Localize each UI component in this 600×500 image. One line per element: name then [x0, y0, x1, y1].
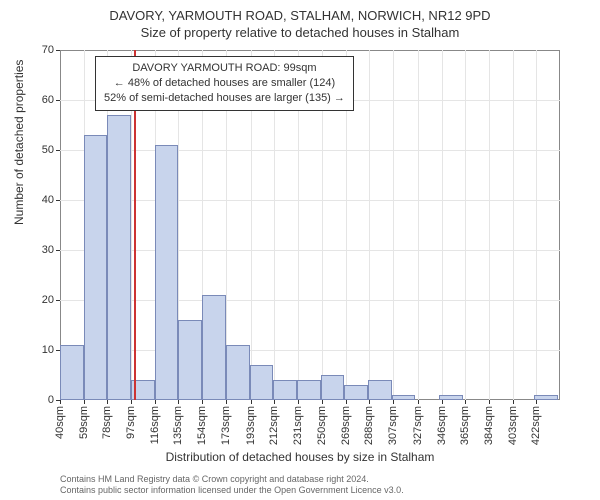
histogram-bar	[534, 395, 558, 400]
ytick-mark	[56, 250, 60, 251]
histogram-bar	[321, 375, 345, 400]
histogram-bar	[226, 345, 250, 400]
xtick-label: 250sqm	[316, 406, 328, 445]
xtick-mark	[226, 400, 227, 404]
xtick-label: 422sqm	[530, 406, 542, 445]
xtick-label: 116sqm	[149, 406, 161, 444]
xtick-mark	[393, 400, 394, 404]
chart-subtitle: Size of property relative to detached ho…	[0, 23, 600, 40]
histogram-bar	[297, 380, 321, 400]
ytick-label: 30	[42, 244, 54, 256]
xtick-mark	[369, 400, 370, 404]
ytick-mark	[56, 200, 60, 201]
ytick-mark	[56, 100, 60, 101]
gridline-v	[465, 50, 466, 400]
ytick-mark	[56, 150, 60, 151]
annotation-line: DAVORY YARMOUTH ROAD: 99sqm	[104, 61, 345, 76]
ytick-label: 50	[42, 144, 54, 156]
xtick-mark	[131, 400, 132, 404]
xtick-label: 212sqm	[268, 406, 280, 445]
xtick-label: 78sqm	[101, 406, 113, 439]
xtick-mark	[251, 400, 252, 404]
xtick-label: 327sqm	[412, 406, 424, 445]
xtick-mark	[84, 400, 85, 404]
footer-line: Contains public sector information licen…	[60, 485, 404, 496]
xtick-mark	[465, 400, 466, 404]
gridline-v	[536, 50, 537, 400]
xtick-mark	[513, 400, 514, 404]
xtick-mark	[418, 400, 419, 404]
xtick-mark	[274, 400, 275, 404]
annotation-line: 52% of semi-detached houses are larger (…	[104, 91, 345, 106]
xtick-mark	[298, 400, 299, 404]
xtick-label: 384sqm	[483, 406, 495, 445]
xtick-mark	[322, 400, 323, 404]
histogram-bar	[178, 320, 202, 400]
histogram-bar	[250, 365, 274, 400]
xtick-mark	[155, 400, 156, 404]
gridline-v	[418, 50, 419, 400]
xtick-label: 97sqm	[125, 406, 137, 439]
xtick-mark	[489, 400, 490, 404]
xtick-label: 288sqm	[363, 406, 375, 445]
gridline-v	[442, 50, 443, 400]
histogram-bar	[202, 295, 226, 400]
ytick-mark	[56, 50, 60, 51]
annotation-line: ← 48% of detached houses are smaller (12…	[104, 76, 345, 91]
ytick-label: 20	[42, 294, 54, 306]
annotation-box: DAVORY YARMOUTH ROAD: 99sqm← 48% of deta…	[95, 56, 354, 111]
xtick-mark	[107, 400, 108, 404]
y-axis-label: Number of detached properties	[12, 60, 26, 225]
xtick-mark	[178, 400, 179, 404]
xtick-label: 231sqm	[292, 406, 304, 445]
xtick-label: 193sqm	[245, 406, 257, 445]
histogram-bar	[155, 145, 179, 400]
xtick-mark	[536, 400, 537, 404]
xtick-label: 154sqm	[196, 406, 208, 445]
x-axis-label: Distribution of detached houses by size …	[0, 450, 600, 464]
xtick-mark	[442, 400, 443, 404]
xtick-mark	[60, 400, 61, 404]
footer-line: Contains HM Land Registry data © Crown c…	[60, 474, 404, 485]
histogram-bar	[273, 380, 297, 400]
xtick-label: 307sqm	[387, 406, 399, 445]
histogram-bar	[368, 380, 392, 400]
gridline-v	[393, 50, 394, 400]
histogram-bar	[439, 395, 463, 400]
xtick-label: 40sqm	[54, 406, 66, 439]
xtick-label: 59sqm	[78, 406, 90, 439]
xtick-label: 173sqm	[220, 406, 232, 445]
histogram-bar	[344, 385, 368, 400]
xtick-label: 346sqm	[436, 406, 448, 445]
xtick-label: 365sqm	[459, 406, 471, 445]
ytick-label: 60	[42, 94, 54, 106]
histogram-bar	[107, 115, 131, 400]
gridline-v	[369, 50, 370, 400]
ytick-label: 10	[42, 344, 54, 356]
plot-area: 01020304050607040sqm59sqm78sqm97sqm116sq…	[60, 50, 560, 400]
histogram-bar	[392, 395, 416, 400]
ytick-mark	[56, 300, 60, 301]
chart-container: { "chart": { "type": "histogram", "title…	[0, 0, 600, 500]
xtick-mark	[346, 400, 347, 404]
xtick-label: 403sqm	[507, 406, 519, 445]
xtick-label: 269sqm	[340, 406, 352, 445]
ytick-label: 40	[42, 194, 54, 206]
histogram-bar	[84, 135, 108, 400]
ytick-label: 0	[48, 394, 54, 406]
chart-title: DAVORY, YARMOUTH ROAD, STALHAM, NORWICH,…	[0, 0, 600, 23]
ytick-label: 70	[42, 44, 54, 56]
histogram-bar	[60, 345, 84, 400]
xtick-label: 135sqm	[172, 406, 184, 445]
gridline-v	[513, 50, 514, 400]
footer-attribution: Contains HM Land Registry data © Crown c…	[60, 474, 404, 497]
gridline-v	[489, 50, 490, 400]
xtick-mark	[202, 400, 203, 404]
